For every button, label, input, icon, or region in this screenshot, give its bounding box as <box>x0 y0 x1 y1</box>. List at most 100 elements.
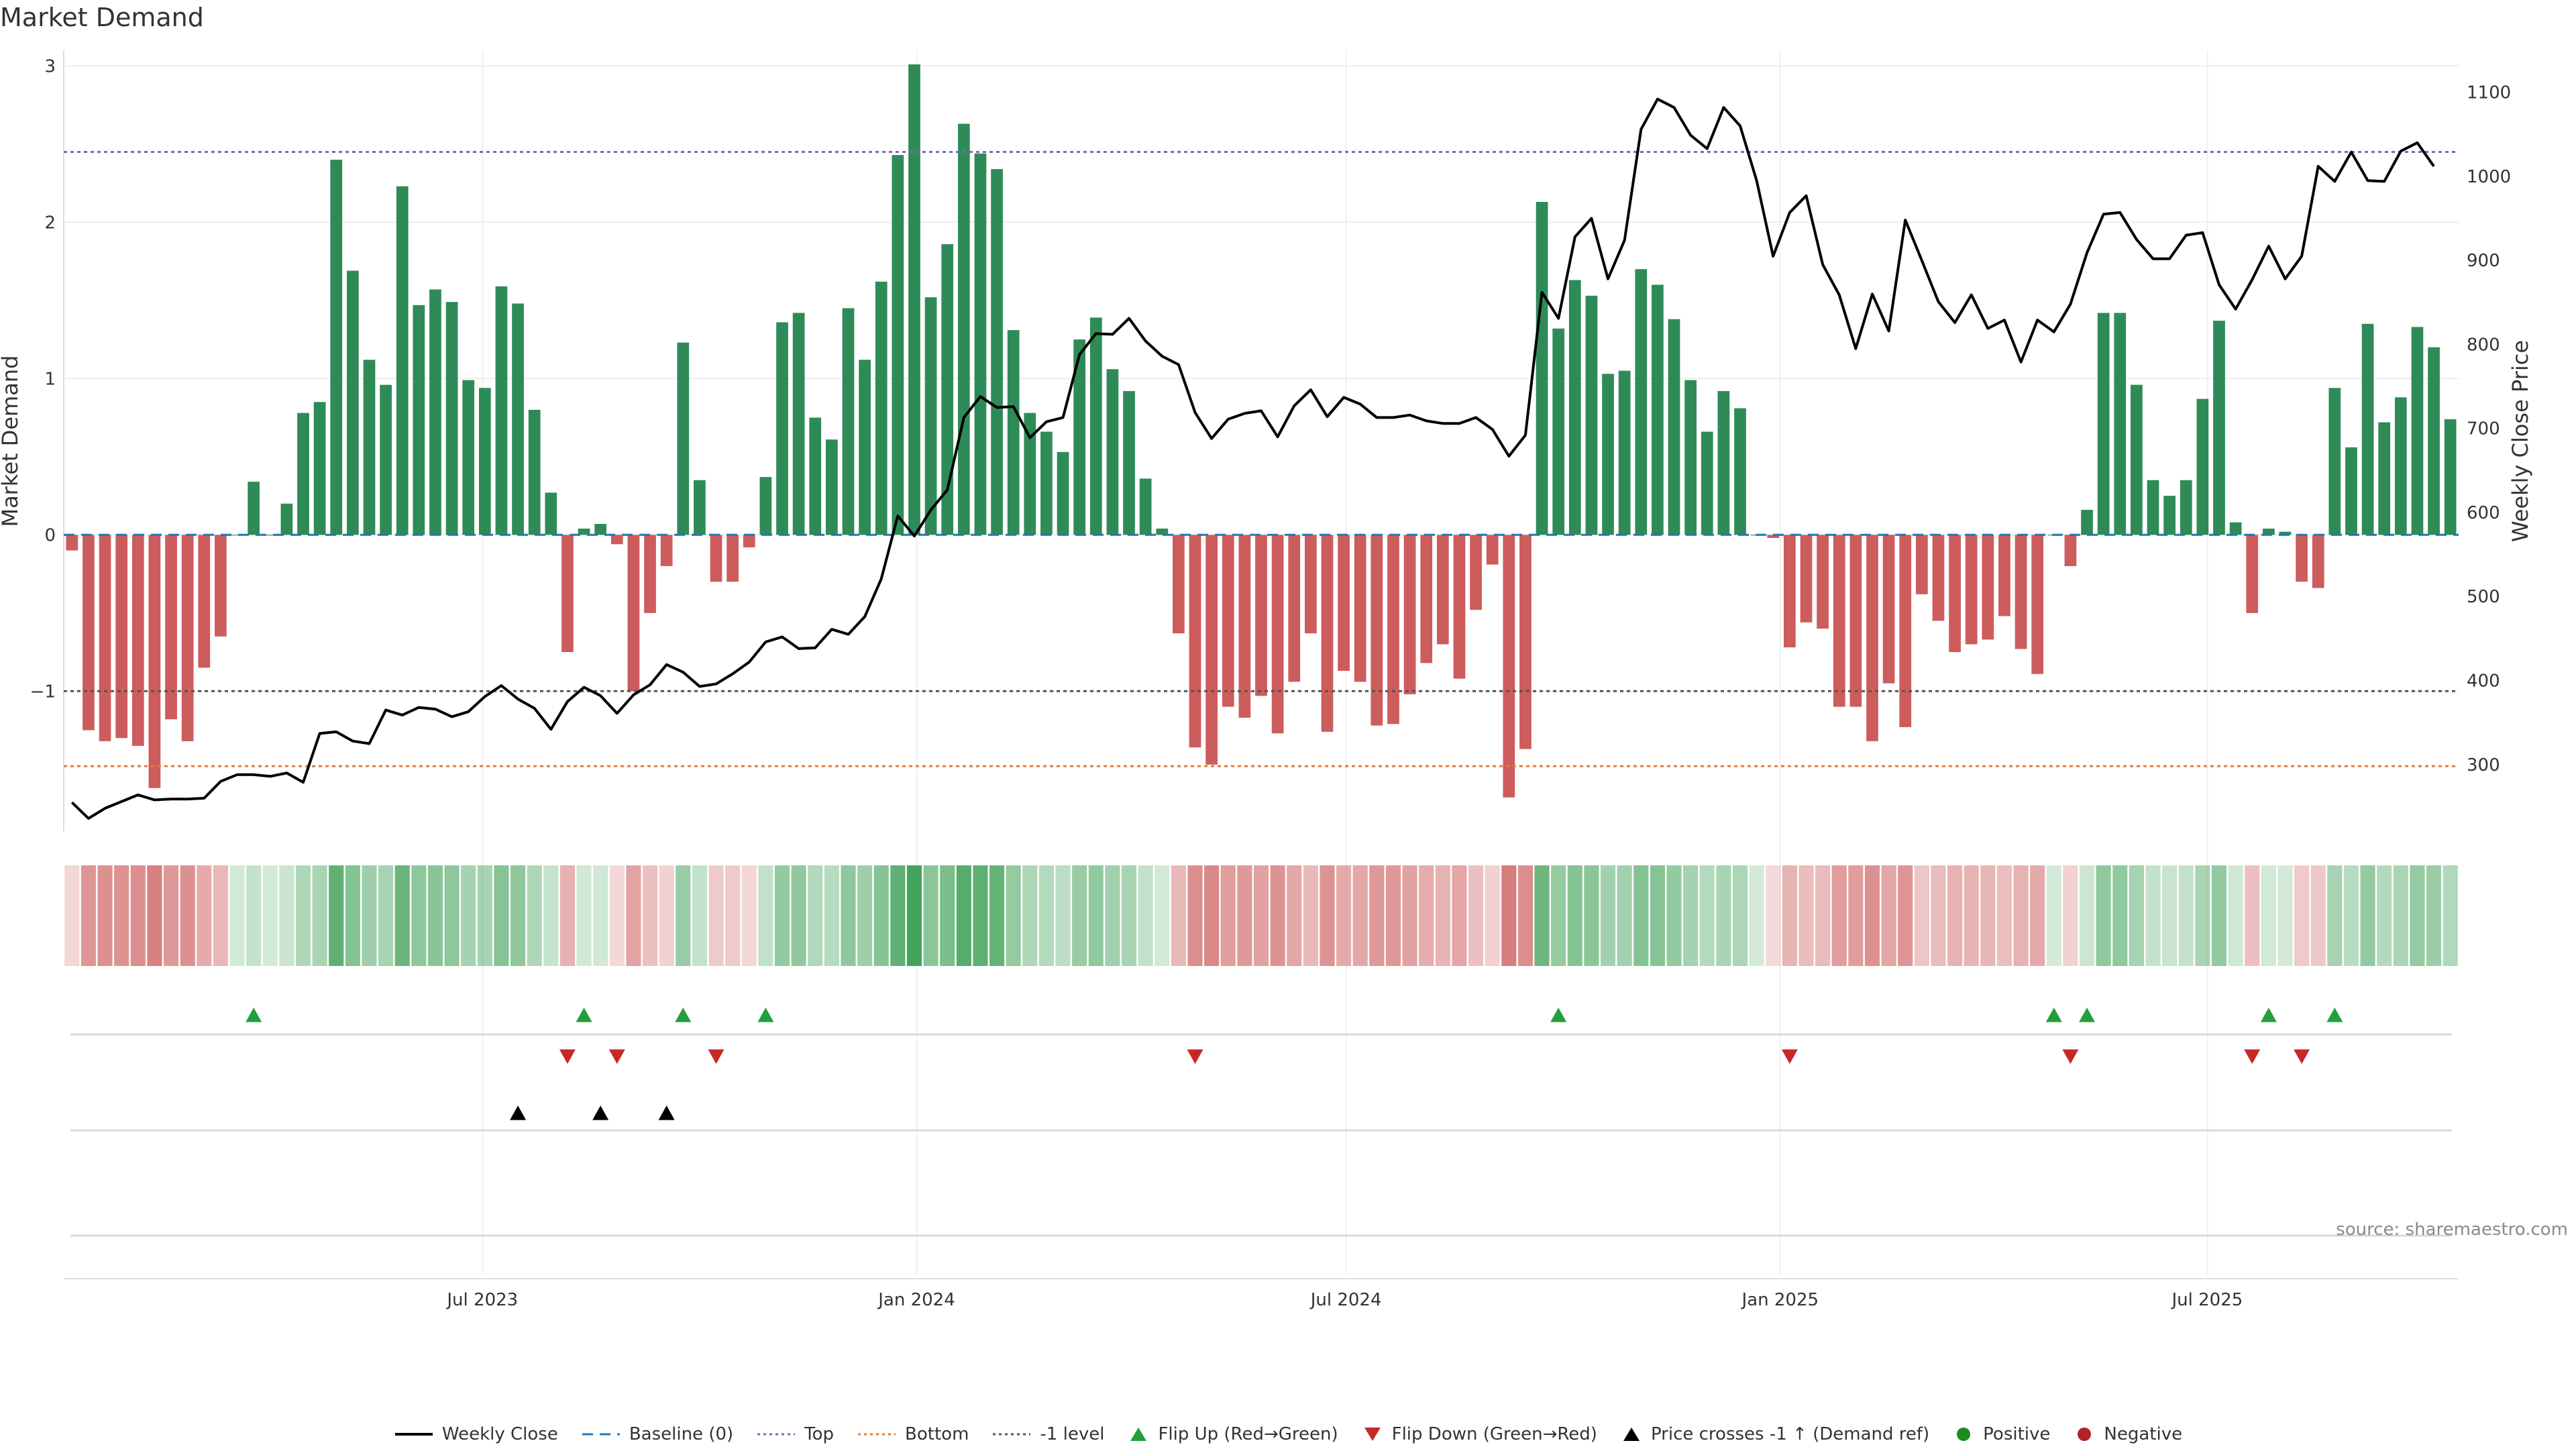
demand-bar <box>1173 535 1185 634</box>
heat-cell <box>1187 865 1203 966</box>
flip-down-marker <box>1781 1049 1798 1064</box>
flip-down-marker <box>1187 1049 1203 1064</box>
heat-cell <box>857 865 873 966</box>
heat-cell <box>527 865 542 966</box>
demand-bar <box>1271 535 1284 734</box>
heat-cell <box>1237 865 1252 966</box>
heat-cell <box>626 865 641 966</box>
flip-down-marker <box>608 1049 625 1064</box>
demand-bar <box>330 160 343 535</box>
demand-bar <box>297 413 309 535</box>
heat-cell <box>791 865 806 966</box>
demand-bar <box>1536 202 1548 535</box>
legend-entry: Bottom <box>857 1424 969 1444</box>
demand-bar <box>1783 535 1796 648</box>
heat-cell <box>510 865 526 966</box>
demand-bar <box>991 169 1003 535</box>
legend-entry: Price crosses -1 ↑ (Demand ref) <box>1620 1424 1929 1444</box>
demand-bar <box>528 409 541 535</box>
demand-bar <box>1998 535 2010 616</box>
heat-cell <box>824 865 839 966</box>
weekly-close-line <box>70 97 2435 820</box>
legend-symbol-icon <box>1364 1428 1381 1441</box>
y2-tick-label: 800 <box>2467 335 2500 355</box>
heat-cell <box>2277 865 2293 966</box>
market-demand-chart: −1 0 1 2 3 300 400 500 600 700 800 900 1000 1100 Marke… <box>0 50 2533 1310</box>
demand-bar <box>2163 496 2176 535</box>
demand-bar <box>512 303 524 535</box>
demand-bar <box>627 535 640 692</box>
heat-cell <box>1534 865 1550 966</box>
demand-bar <box>1057 451 1069 535</box>
flip-up-marker <box>2260 1008 2277 1022</box>
demand-bar <box>594 523 607 535</box>
heat-cell <box>1766 865 1781 966</box>
demand-bar <box>1899 535 1912 727</box>
heat-cell <box>923 865 938 966</box>
heat-cell <box>956 865 971 966</box>
y2-tick-label: 500 <box>2467 587 2500 607</box>
heat-cell <box>461 865 476 966</box>
heat-cell <box>2096 865 2111 966</box>
heat-cell <box>1088 865 1104 966</box>
heat-cell <box>197 865 212 966</box>
legend-symbol-icon <box>757 1433 796 1436</box>
heat-cell <box>1799 865 1814 966</box>
heat-cell <box>114 865 129 966</box>
flip-down-marker <box>708 1049 724 1064</box>
heat-cell <box>1831 865 1847 966</box>
heat-cell <box>1287 865 1302 966</box>
demand-bar <box>1420 535 1433 663</box>
demand-bar <box>478 388 491 535</box>
y2-tick-label: 900 <box>2467 251 2500 271</box>
heat-cell <box>2112 865 2128 966</box>
demand-bar <box>1387 535 1399 724</box>
heat-cell <box>1452 865 1467 966</box>
demand-bar <box>809 417 822 535</box>
demand-bar <box>1602 374 1614 535</box>
demand-bar <box>280 503 293 535</box>
y2-tick-label: 1100 <box>2467 83 2511 103</box>
demand-bar <box>2213 321 2225 535</box>
demand-bar <box>1618 370 1631 535</box>
heat-cell <box>1584 865 1599 966</box>
heat-cell <box>1038 865 1055 966</box>
heat-cell <box>1336 865 1352 966</box>
price-cross-marker <box>592 1106 609 1120</box>
demand-bar <box>1635 269 1648 535</box>
demand-bar <box>875 281 888 535</box>
demand-bar <box>2296 535 2308 582</box>
heat-cell <box>1749 865 1764 966</box>
heat-cell <box>444 865 460 966</box>
demand-bar <box>974 153 987 535</box>
demand-bar <box>1982 535 1994 640</box>
demand-bar <box>1882 535 1895 684</box>
demand-bar <box>413 305 425 535</box>
demand-bar <box>776 322 788 535</box>
demand-bar <box>248 482 260 535</box>
heat-cell <box>1485 865 1500 966</box>
demand-bar <box>2246 535 2259 613</box>
demand-bar <box>1354 535 1366 682</box>
heat-cell <box>1171 865 1186 966</box>
heat-cell <box>64 865 80 966</box>
heat-cell <box>2030 865 2045 966</box>
demand-bar <box>215 535 227 637</box>
heat-cell <box>2063 865 2078 966</box>
heat-cell <box>279 865 294 966</box>
demand-bar <box>198 535 211 668</box>
demand-bar <box>1205 535 1218 765</box>
legend-symbol-icon <box>582 1433 620 1436</box>
demand-bar <box>1222 535 1234 707</box>
heat-cell <box>676 865 691 966</box>
legend-label: Weekly Close <box>441 1424 558 1444</box>
demand-bar <box>1453 535 1466 679</box>
heat-cell <box>163 865 179 966</box>
heat-cell <box>708 865 724 966</box>
heat-cell <box>559 865 576 966</box>
demand-bar <box>792 313 805 535</box>
heat-cell <box>890 865 906 966</box>
heat-cell <box>411 865 427 966</box>
legend-symbol-icon <box>1130 1428 1147 1441</box>
heat-cell <box>1501 865 1517 966</box>
